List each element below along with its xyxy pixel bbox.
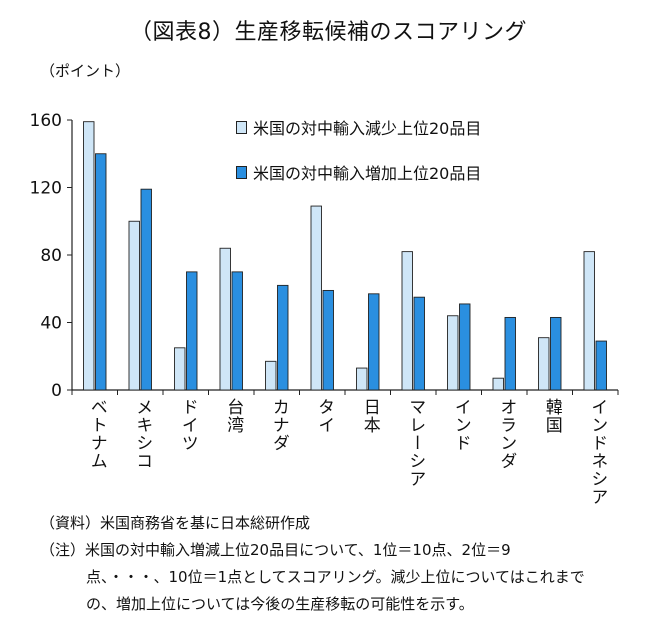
chart-title: （図表8）生産移転候補のスコアリング <box>130 20 527 45</box>
bar-decrease-5 <box>265 360 277 391</box>
bar-increase-6 <box>322 289 334 391</box>
bar-increase-8 <box>413 296 425 391</box>
bar-increase-1 <box>95 153 107 391</box>
legend-item-decrease: 米国の対中輸入減少上位20品目 <box>236 116 481 138</box>
x-category-label: インド <box>450 398 471 452</box>
footnote-line-2: 点、・・・、10位＝1点としてスコアリング。減少上位についてはこれまで <box>86 568 585 586</box>
bar-increase-12 <box>595 340 607 391</box>
y-tick-label: 160 <box>30 111 62 131</box>
x-category-label: タイ <box>314 398 335 434</box>
bar-increase-11 <box>550 316 562 391</box>
bar-increase-2 <box>140 188 152 391</box>
x-category-label: インドネシア <box>587 398 608 506</box>
y-tick-label: 120 <box>30 179 62 199</box>
y-tick-label: 40 <box>40 314 62 334</box>
bar-decrease-4 <box>219 247 231 391</box>
x-category-label: ドイツ <box>177 398 198 452</box>
x-category-label: 韓国 <box>541 398 562 434</box>
x-category-label: ベトナム <box>86 398 107 470</box>
bar-decrease-8 <box>401 251 413 391</box>
x-category-label: 日本 <box>359 398 380 434</box>
bar-decrease-7 <box>356 367 368 391</box>
bar-decrease-1 <box>83 121 95 391</box>
bar-decrease-6 <box>310 205 322 391</box>
bar-increase-9 <box>459 303 471 391</box>
legend-swatch-decrease <box>236 120 247 134</box>
bar-increase-5 <box>277 284 289 391</box>
bar-decrease-2 <box>128 220 140 391</box>
chart-notes: （資料）米国商務省を基に日本総研作成 （注）米国の対中輸入増減上位20品目につい… <box>40 510 585 618</box>
bar-decrease-11 <box>538 337 550 391</box>
bar-decrease-12 <box>583 251 595 391</box>
footnote-line-3: の、増加上位については今後の生産移転の可能性を示す。 <box>86 595 474 613</box>
bar-decrease-9 <box>447 315 459 391</box>
x-category-label: カナダ <box>268 398 289 452</box>
legend-item-increase: 米国の対中輸入増加上位20品目 <box>236 161 481 183</box>
bar-increase-10 <box>504 316 516 391</box>
source-note: （資料）米国商務省を基に日本総研作成 <box>40 514 311 532</box>
x-category-label: マレーシア <box>405 398 426 488</box>
bar-increase-7 <box>368 293 380 391</box>
chart-legend: 米国の対中輸入減少上位20品目 米国の対中輸入増加上位20品目 <box>236 116 481 206</box>
bar-increase-3 <box>186 271 198 391</box>
bar-increase-4 <box>231 271 243 391</box>
y-tick-label: 0 <box>51 381 62 401</box>
bar-decrease-10 <box>492 377 504 391</box>
footnote-line-1: （注）米国の対中輸入増減上位20品目について、1位＝10点、2位＝9 <box>40 541 511 559</box>
bar-decrease-3 <box>174 347 186 391</box>
legend-swatch-increase <box>236 165 247 179</box>
legend-label-increase: 米国の対中輸入増加上位20品目 <box>253 164 482 183</box>
x-category-label: メキシコ <box>132 398 153 470</box>
y-tick-label: 80 <box>40 246 62 266</box>
legend-label-decrease: 米国の対中輸入減少上位20品目 <box>253 119 482 138</box>
x-category-label: 台湾 <box>223 398 244 434</box>
x-category-label: オランダ <box>496 398 517 470</box>
y-axis-unit-label: （ポイント） <box>40 62 131 80</box>
